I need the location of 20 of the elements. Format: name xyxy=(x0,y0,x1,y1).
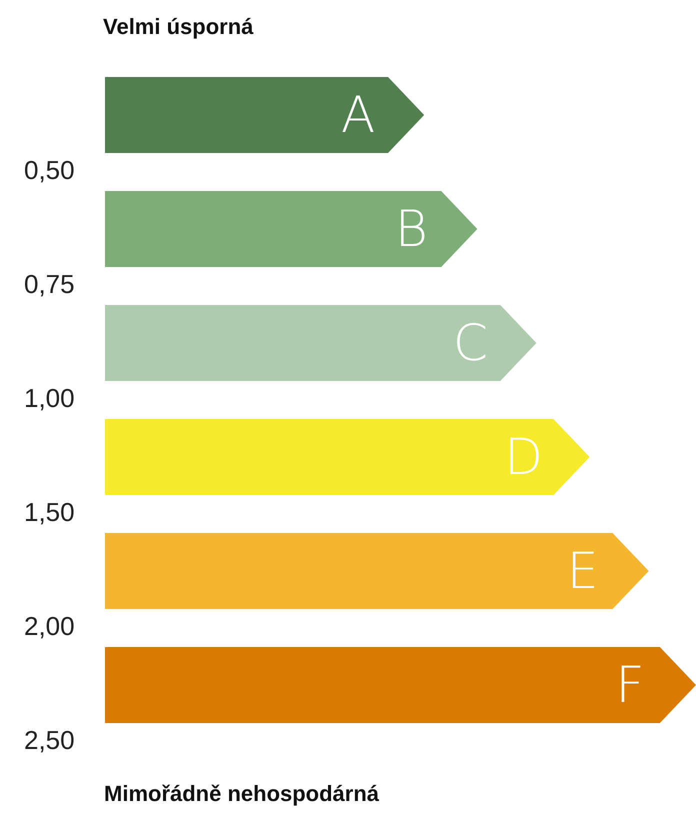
y-tick-label: B xyxy=(394,200,428,258)
text: 0,75 xyxy=(24,269,75,300)
bar xyxy=(105,304,536,382)
bar xyxy=(105,190,478,268)
y-tick-label: E xyxy=(566,542,599,600)
text: 2,00 xyxy=(24,611,75,642)
chart-title: Velmi úsporná xyxy=(103,14,254,40)
bar xyxy=(105,646,696,724)
text: 0,50 xyxy=(24,155,75,186)
text: 1,00 xyxy=(24,383,75,414)
y-tick-label: F xyxy=(616,656,644,714)
text: 2,50 xyxy=(24,725,75,756)
y-tick-label: A xyxy=(341,86,376,144)
bar xyxy=(105,532,649,610)
x-axis-title: Mimořádně nehospodárná xyxy=(104,781,380,806)
y-tick-label: D xyxy=(504,428,543,486)
bar xyxy=(105,76,424,154)
text: 1,50 xyxy=(24,497,75,528)
bar xyxy=(105,418,590,496)
y-tick-label: C xyxy=(452,314,488,372)
